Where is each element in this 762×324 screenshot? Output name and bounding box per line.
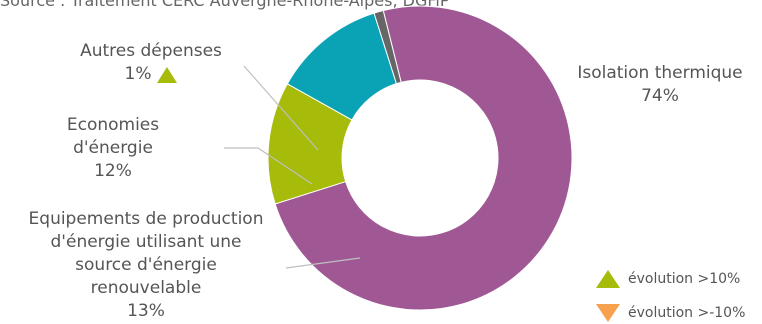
slice-label-line: d'énergie [73,138,153,158]
triangle-up-icon [596,270,620,288]
legend-label: évolution >-10% [628,305,746,321]
slice-label-line: Isolation thermique [577,63,743,83]
slice-label-pct: 74% [641,86,679,106]
donut-slice-autres [373,9,402,85]
trend-up-icon [157,66,178,83]
leader-line-economies [224,147,313,185]
slice-label-economies: Economies d'énergie 12% [38,114,188,183]
legend-item-down: évolution >-10% [596,304,745,322]
chart-source: Source : Traitement CERC Auvergne-Rhône-… [0,0,450,10]
leader-line-renouvelable [285,257,361,269]
slice-label-line: Autres dépenses [80,41,222,61]
leader-line-autres [243,65,319,151]
slice-label-isolation: Isolation thermique 74% [560,62,760,108]
slice-label-pct: 1% [124,64,152,84]
slice-label-pct: 13% [127,301,165,321]
slice-label-renouvelable: Equipements de production d'énergie util… [6,208,286,323]
legend-label: évolution >10% [628,271,741,287]
slice-label-line: renouvelable [90,278,202,298]
legend-item-up: évolution >10% [596,270,740,288]
slice-label-line: d'énergie utilisant une [50,232,242,252]
triangle-down-icon [596,304,620,322]
slice-label-line: source d'énergie [75,255,217,275]
donut-slice-isolation [274,5,573,311]
slice-label-line: Economies [66,115,160,135]
slice-label-pct: 12% [94,161,132,181]
slice-label-line: Equipements de production [28,209,264,229]
slice-label-autres: Autres dépenses 1% [56,40,246,86]
